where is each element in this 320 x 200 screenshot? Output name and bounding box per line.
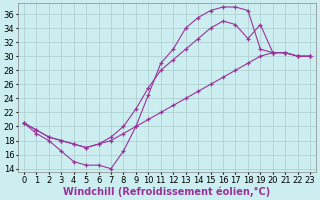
- X-axis label: Windchill (Refroidissement éolien,°C): Windchill (Refroidissement éolien,°C): [63, 186, 271, 197]
